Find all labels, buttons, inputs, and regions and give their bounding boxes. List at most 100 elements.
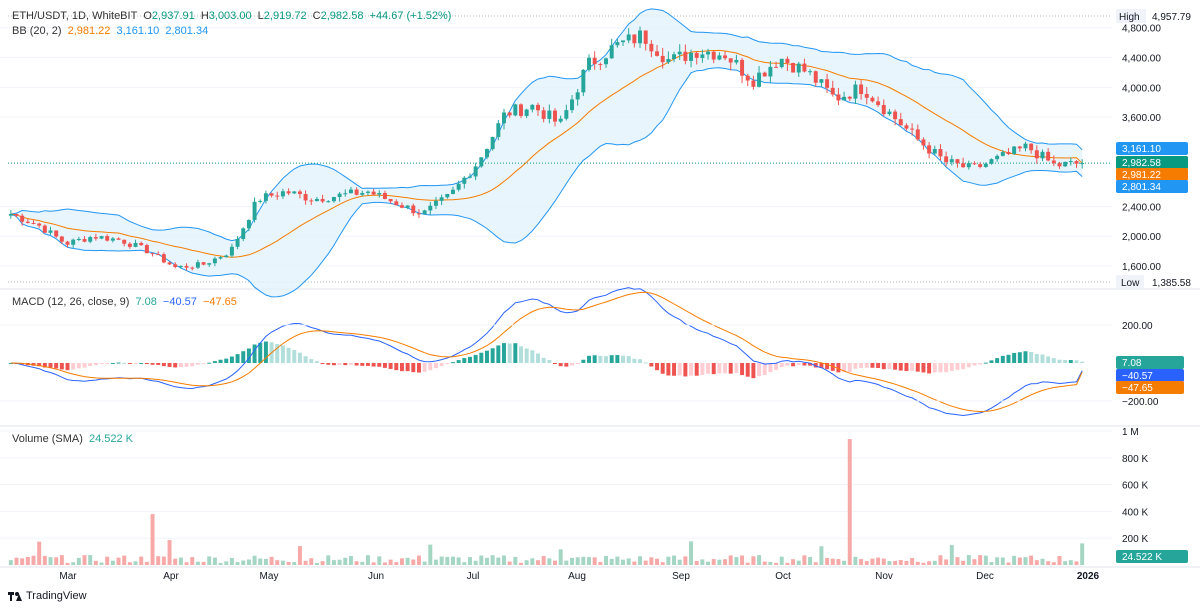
macd-histogram-bar	[82, 363, 87, 368]
macd-histogram-bar	[972, 363, 977, 366]
macd-histogram-bar	[59, 363, 64, 370]
volume-bar	[740, 555, 745, 565]
macd-histogram-bar	[961, 363, 966, 370]
volume-bar	[530, 558, 535, 565]
candle-body	[1057, 163, 1062, 167]
candle-body	[286, 191, 291, 194]
candle-body	[876, 101, 881, 105]
volume-bar	[859, 559, 864, 565]
candle-body	[553, 110, 557, 122]
volume-bar	[966, 555, 971, 565]
macd-histogram-bar	[439, 363, 444, 367]
volume-bar	[173, 558, 178, 565]
candle-body	[791, 62, 796, 73]
candle-body	[405, 205, 410, 208]
macd-histogram-bar	[1029, 351, 1034, 363]
volume-bar	[655, 558, 660, 565]
macd-tick-label: 200.00	[1122, 321, 1153, 332]
candle-body	[581, 69, 586, 93]
macd-histogram-bar	[813, 363, 818, 368]
volume-bar	[751, 556, 756, 565]
macd-histogram-bar	[904, 363, 909, 372]
candle-body	[331, 197, 336, 202]
macd-label: MACD (12, 26, close, 9)	[12, 296, 130, 308]
macd-histogram-bar	[581, 359, 586, 363]
volume-bar	[592, 557, 597, 565]
symbol-label: ETH/USDT, 1D, WhiteBIT	[12, 10, 138, 22]
low-value: 1,385.58	[1152, 278, 1191, 289]
macd-histogram-bar	[184, 363, 189, 367]
candle-body	[1046, 151, 1051, 161]
macd-histogram-bar	[1057, 359, 1062, 363]
candle-body	[161, 254, 166, 263]
macd-histogram-bar	[161, 363, 166, 367]
volume-bar	[870, 558, 875, 565]
volume-bar	[847, 439, 852, 565]
volume-bar	[14, 557, 19, 565]
price-tick-label: 3,600.00	[1122, 113, 1161, 124]
volume-bar	[178, 557, 183, 565]
macd-histogram-bar	[955, 363, 960, 370]
macd-histogram-bar	[229, 356, 234, 363]
volume-bar	[513, 556, 518, 565]
macd-histogram-bar	[530, 350, 535, 363]
candle-body	[246, 219, 251, 229]
volume-bar	[972, 559, 977, 565]
candle-body	[575, 92, 580, 100]
candle-body	[428, 205, 433, 211]
candle-body	[966, 163, 971, 168]
candle-body	[723, 55, 728, 59]
volume-bar	[320, 561, 325, 565]
high-label: H	[200, 10, 209, 22]
volume-bar	[762, 561, 767, 565]
volume-bar	[161, 556, 166, 565]
candle-body	[360, 192, 365, 195]
volume-bar	[944, 559, 949, 565]
macd-histogram-bar	[655, 363, 660, 371]
volume-bar	[229, 558, 234, 565]
volume-bar	[280, 560, 285, 565]
candle-body	[757, 72, 762, 87]
price-badge	[1116, 168, 1188, 181]
macd-histogram-bar	[292, 349, 297, 363]
volume-tick-label: 1 M	[1122, 427, 1139, 438]
volume-bar	[921, 562, 926, 565]
macd-tick-label: −200.00	[1122, 397, 1159, 408]
candle-body	[433, 200, 438, 206]
macd-histogram-bar	[604, 356, 609, 363]
macd-histogram-bar	[365, 363, 370, 366]
volume-bar	[904, 560, 909, 565]
tradingview-logo[interactable]: TradingView	[8, 590, 87, 602]
candle-body	[830, 87, 835, 95]
macd-histogram-bar	[433, 363, 438, 369]
candle-body	[190, 267, 195, 269]
candle-body	[921, 139, 926, 146]
candle-body	[893, 111, 898, 120]
volume-bar	[456, 557, 461, 565]
candle-body	[762, 72, 767, 77]
macd-histogram-bar	[1034, 354, 1039, 363]
candle-body	[938, 149, 943, 157]
candle-body	[836, 94, 841, 101]
macd-histogram-bar	[224, 358, 229, 363]
macd-histogram-bar	[649, 363, 654, 367]
candle-body	[932, 149, 937, 154]
macd-histogram-bar	[1040, 354, 1045, 363]
volume-bar	[275, 560, 280, 565]
candle-body	[825, 79, 830, 88]
macd-histogram-bar	[507, 343, 512, 363]
candle-body	[116, 238, 121, 240]
price-tick-label: 4,400.00	[1122, 54, 1161, 65]
macd-histogram-bar	[983, 362, 988, 364]
volume-bar	[218, 562, 223, 565]
candle-body	[1006, 152, 1011, 154]
macd-histogram-bar	[173, 363, 178, 368]
macd-histogram-bar	[377, 363, 382, 367]
volume-bar	[1063, 561, 1068, 565]
macd-histogram-bar	[621, 355, 626, 363]
candle-body	[961, 163, 966, 168]
candle-body	[178, 265, 183, 267]
candle-body	[99, 236, 104, 239]
volume-bar	[853, 556, 858, 565]
